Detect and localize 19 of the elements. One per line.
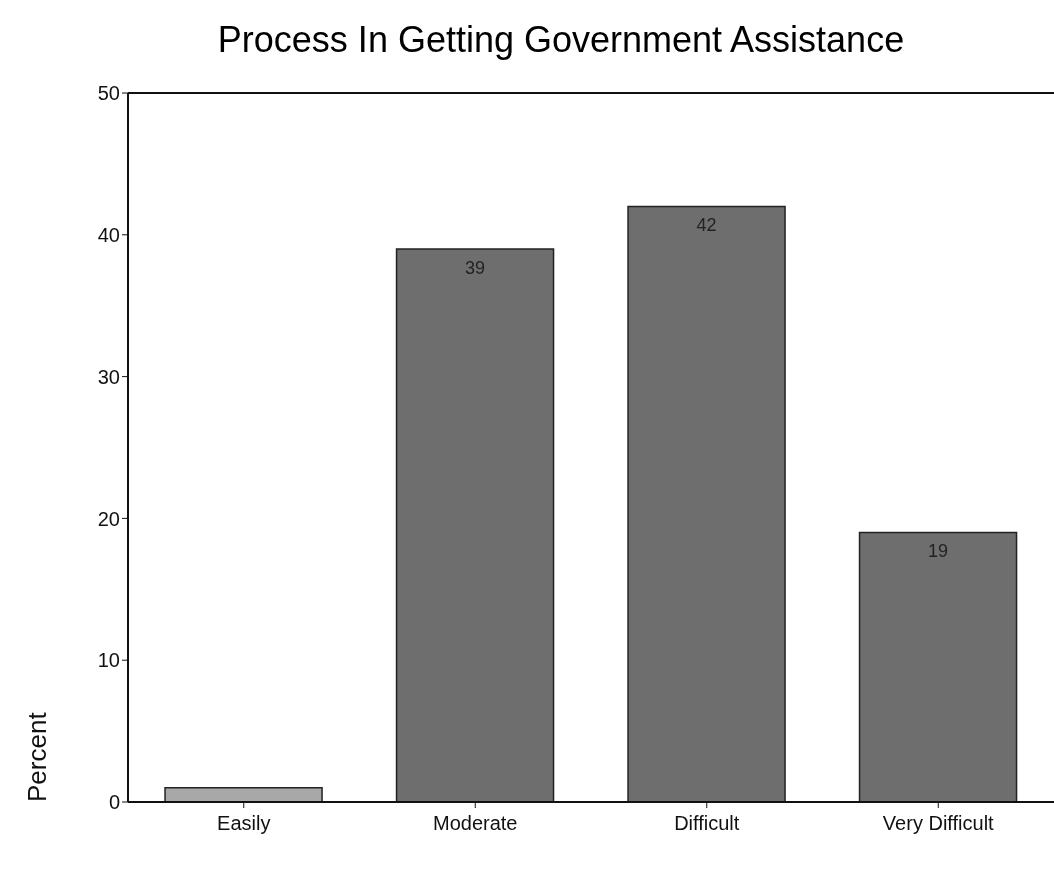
y-tick-label: 10 (97, 649, 120, 672)
y-tick-label: 30 (97, 365, 120, 388)
y-tick-label: 50 (97, 82, 120, 105)
y-tick-label: 40 (97, 223, 120, 246)
y-axis-title: Percent (22, 711, 52, 802)
chart-title: Process In Getting Government Assistance (216, 18, 906, 62)
y-tick-label: 0 (108, 791, 120, 814)
x-tick-label: Moderate (433, 812, 518, 835)
x-tick-label: Easily (217, 812, 271, 835)
y-tick-label: 20 (97, 507, 120, 530)
bar (395, 248, 555, 802)
x-tick-label: Difficult (674, 812, 740, 835)
data-label: 39 (465, 257, 486, 278)
bar (164, 787, 323, 802)
bar (858, 531, 1018, 802)
data-label: 19 (928, 541, 949, 562)
bar (627, 205, 786, 802)
data-label: 42 (696, 215, 717, 236)
x-tick-label: Very Difficult (882, 812, 995, 835)
